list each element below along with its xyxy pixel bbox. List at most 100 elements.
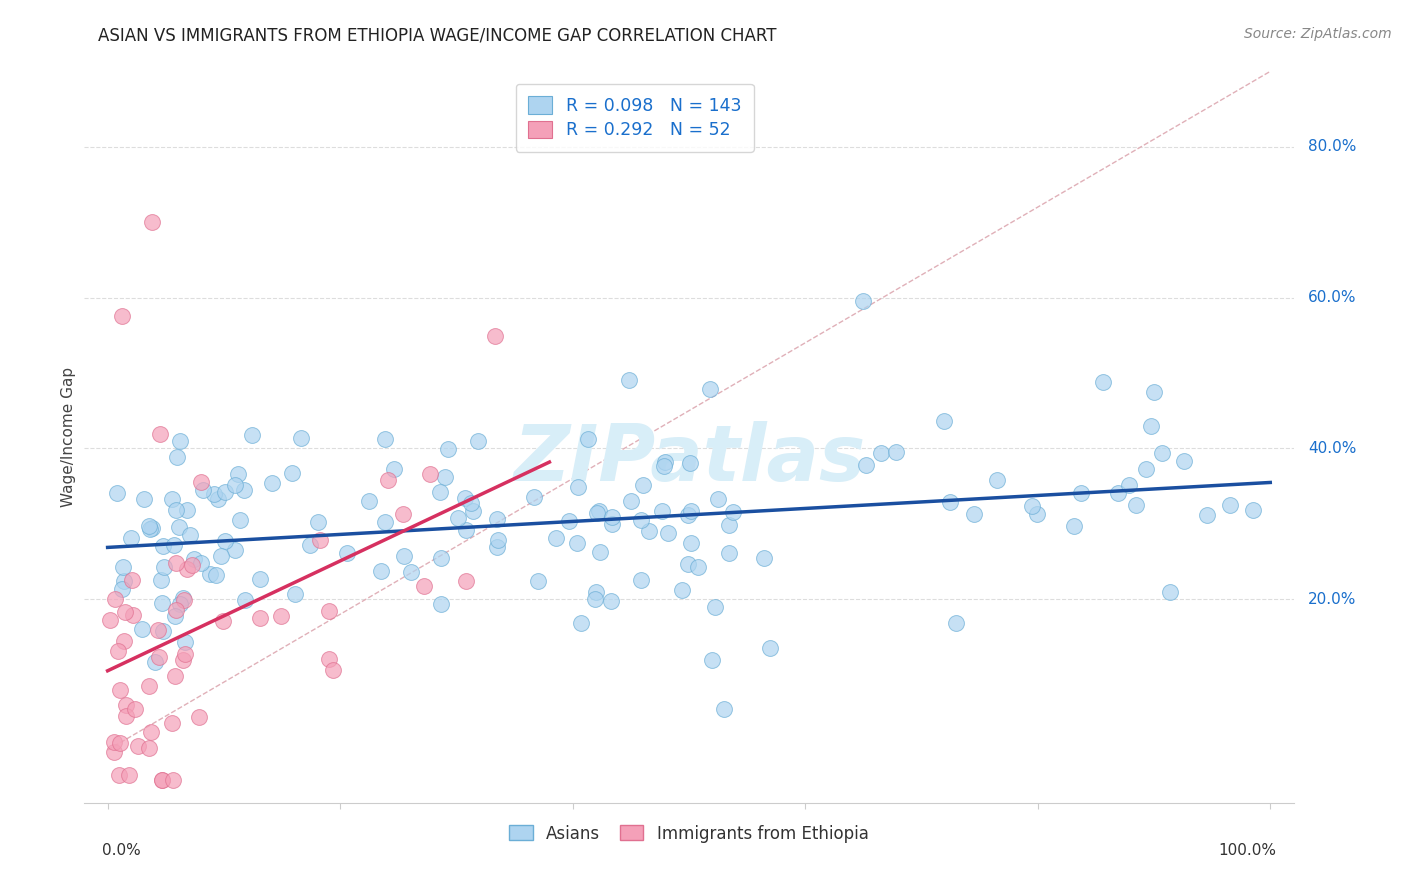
Point (149, 427, 172, 442)
Point (392, 507, 415, 521)
Point (456, 574, 478, 589)
Point (165, 556, 187, 570)
Point (309, 533, 332, 548)
Point (188, 710, 211, 724)
Point (299, 538, 322, 552)
Point (759, 641, 782, 656)
Point (652, 459, 675, 474)
Text: 0.0%: 0.0% (101, 843, 141, 858)
Point (141, 521, 163, 535)
Point (433, 470, 456, 484)
Point (110, 310, 132, 324)
Point (707, 491, 730, 506)
Point (399, 565, 422, 579)
Point (141, 215, 163, 229)
Point (583, 592, 606, 607)
Point (165, 669, 187, 683)
Point (869, 446, 891, 460)
Point (430, 551, 453, 566)
Point (377, 474, 399, 488)
Point (419, 467, 441, 481)
Point (484, 328, 506, 343)
Point (657, 526, 679, 541)
Point (651, 504, 673, 518)
Point (630, 573, 652, 587)
Point (717, 546, 740, 560)
Point (486, 540, 509, 554)
Text: ASIAN VS IMMIGRANTS FROM ETHIOPIA WAGE/INCOME GAP CORRELATION CHART: ASIAN VS IMMIGRANTS FROM ETHIOPIA WAGE/I… (98, 27, 778, 45)
Point (167, 520, 190, 534)
Point (852, 294, 875, 309)
Point (307, 515, 329, 529)
Legend: Asians, Immigrants from Ethiopia: Asians, Immigrants from Ethiopia (502, 818, 876, 849)
Point (229, 513, 252, 527)
Point (108, 736, 131, 750)
Text: ZIPatlas: ZIPatlas (513, 421, 865, 497)
Point (717, 518, 740, 533)
Point (374, 516, 396, 530)
Point (224, 477, 246, 491)
Point (600, 510, 623, 524)
Point (688, 560, 710, 574)
Point (1219, 498, 1241, 512)
Point (523, 490, 546, 504)
Point (176, 562, 198, 576)
Text: 100.0%: 100.0% (1218, 843, 1277, 858)
Point (169, 597, 191, 611)
Point (318, 652, 340, 666)
Point (454, 491, 477, 505)
Point (108, 682, 131, 697)
Point (676, 557, 699, 571)
Point (165, 503, 187, 517)
Point (262, 475, 284, 490)
Point (172, 591, 194, 605)
Point (679, 536, 702, 550)
Point (586, 506, 609, 520)
Point (963, 507, 986, 521)
Point (146, 623, 169, 637)
Point (569, 615, 592, 630)
Point (107, 644, 129, 658)
Point (1173, 454, 1195, 468)
Point (120, 531, 142, 545)
Point (226, 467, 249, 482)
Point (172, 653, 194, 667)
Point (173, 647, 195, 661)
Point (162, 715, 184, 730)
Point (1092, 375, 1115, 389)
Point (679, 504, 702, 518)
Point (190, 475, 212, 490)
Point (1125, 498, 1147, 512)
Point (1152, 446, 1174, 460)
Text: 80.0%: 80.0% (1308, 139, 1357, 154)
Point (679, 456, 702, 470)
Point (124, 701, 146, 715)
Text: 20.0%: 20.0% (1308, 591, 1357, 607)
Point (281, 467, 304, 481)
Point (112, 574, 135, 588)
Point (173, 593, 195, 607)
Point (138, 519, 160, 533)
Point (150, 596, 173, 610)
Point (392, 549, 415, 563)
Point (1195, 508, 1218, 523)
Point (134, 491, 156, 506)
Point (190, 556, 212, 570)
Point (631, 477, 654, 491)
Point (149, 573, 172, 587)
Point (165, 603, 187, 617)
Point (138, 679, 160, 693)
Point (112, 633, 135, 648)
Point (270, 609, 292, 624)
Point (290, 431, 312, 445)
Point (163, 538, 186, 552)
Point (179, 528, 201, 542)
Point (939, 495, 962, 509)
Point (233, 593, 256, 607)
Point (934, 414, 956, 428)
Point (752, 551, 775, 566)
Point (115, 698, 138, 712)
Point (600, 517, 623, 532)
Point (567, 480, 589, 494)
Point (585, 585, 607, 599)
